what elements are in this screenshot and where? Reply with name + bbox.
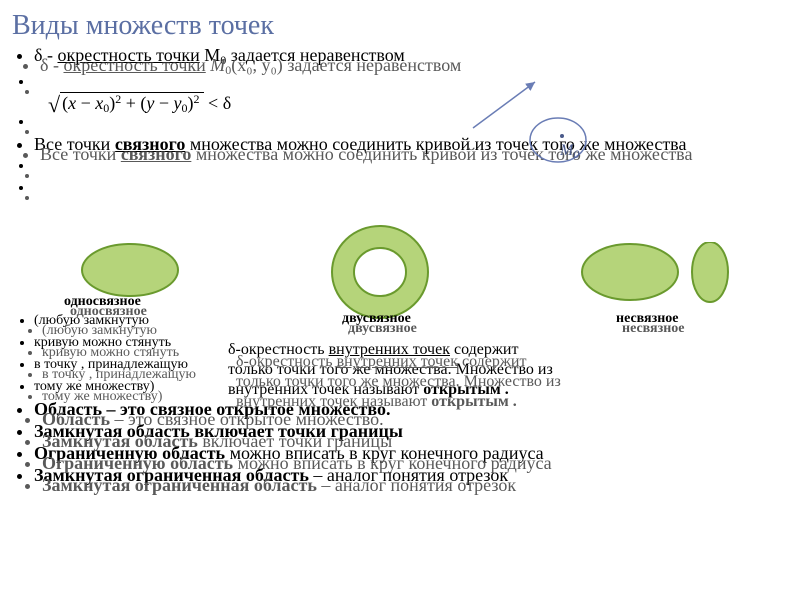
- non-label: несвязное: [622, 320, 685, 338]
- non-connected-shape: [578, 242, 748, 306]
- bi-label: двусвязное: [348, 320, 417, 338]
- mono-label: односвязное: [70, 303, 147, 321]
- m0-label: M0: [560, 142, 579, 162]
- inner-points-text: δ-окрестность внутренних точек содержит …: [236, 352, 756, 412]
- bi-connected-shape: [328, 224, 438, 324]
